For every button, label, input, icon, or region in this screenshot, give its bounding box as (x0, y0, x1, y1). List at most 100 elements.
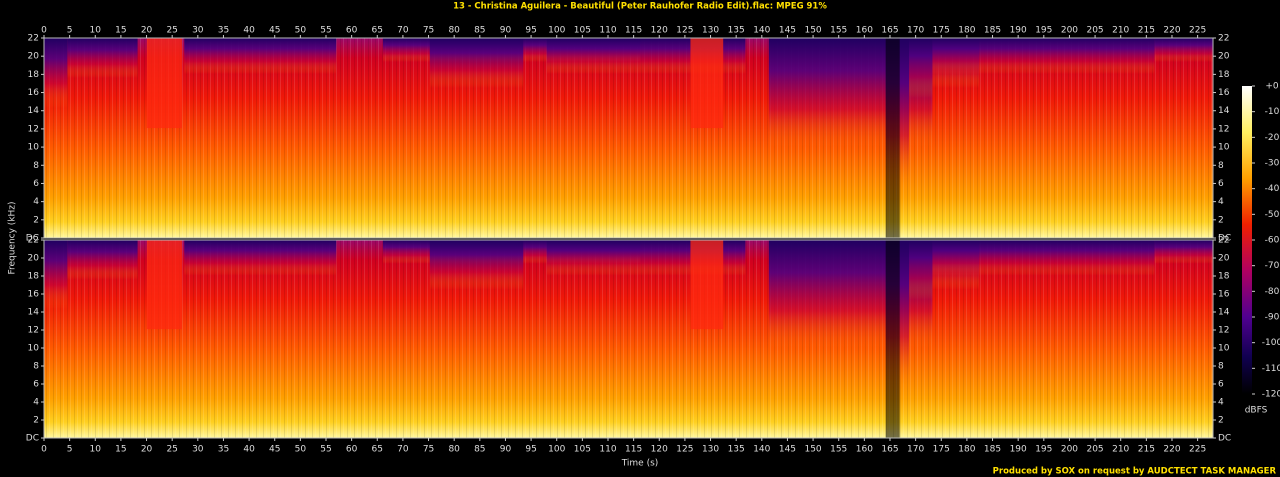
x-tick-label: 90 (500, 445, 512, 455)
x-tick-label: 50 (295, 26, 307, 36)
spectrogram-gap (885, 38, 900, 238)
plot-frame (43, 37, 1214, 239)
x-tick-label: 150 (804, 26, 821, 36)
colorbar-tick-label: -50 (1265, 210, 1280, 220)
y-tick-label: 2 (33, 215, 39, 225)
colorbar-tick-label: -90 (1265, 313, 1280, 323)
y-tick-label: 12 (28, 124, 39, 134)
x-tick-label: 135 (728, 26, 745, 36)
spectrogram-shade (44, 38, 68, 108)
y-tick-label: 2 (33, 416, 39, 426)
x-tick-label: 135 (728, 445, 745, 455)
y-tick-label: 12 (28, 326, 39, 336)
x-tick-label: 110 (599, 26, 616, 36)
x-tick-label: 50 (295, 445, 307, 455)
y-tick-label: 18 (28, 272, 40, 282)
x-tick-label: 30 (192, 445, 204, 455)
y-tick-label: 14 (28, 308, 40, 318)
y-tick-label: 18 (1218, 70, 1230, 80)
x-tick-label: 190 (1010, 445, 1027, 455)
spectrogram-shade (67, 38, 138, 78)
x-tick-label: 170 (907, 26, 924, 36)
x-tick-label: 15 (115, 26, 126, 36)
y-tick-label: 8 (33, 161, 39, 171)
x-tick-label: 25 (166, 26, 177, 36)
x-tick-label: 20 (141, 26, 153, 36)
y-tick-label: DC (1218, 234, 1231, 244)
x-tick-label: 85 (474, 26, 485, 36)
spectrogram-shade (44, 240, 68, 310)
colorbar-tick-label: -30 (1265, 159, 1280, 169)
x-tick-label: 120 (651, 445, 668, 455)
x-tick-label: 80 (448, 445, 460, 455)
x-tick-label: 60 (346, 26, 358, 36)
y-tick-label: 2 (1218, 416, 1224, 426)
x-tick-label: 180 (958, 26, 975, 36)
y-tick-label: 18 (28, 70, 40, 80)
y-tick-label: 4 (1218, 398, 1224, 408)
x-tick-label: 200 (1061, 26, 1078, 36)
x-tick-label: 0 (41, 26, 47, 36)
y-tick-label: 18 (1218, 272, 1230, 282)
x-tick-label: 10 (90, 445, 102, 455)
y-tick-label: 10 (28, 344, 40, 354)
spectrogram-shade (184, 38, 337, 74)
plot-frame (43, 239, 1214, 439)
y-tick-label: 10 (1218, 143, 1230, 153)
x-tick-label: 65 (372, 445, 383, 455)
spectrogram-shade (932, 38, 1155, 74)
x-tick-label: 80 (448, 26, 460, 36)
x-tick-label: 10 (90, 26, 102, 36)
x-tick-label: 40 (243, 445, 255, 455)
colorbar-tick-label: +0 (1265, 82, 1279, 92)
x-tick-label: 210 (1112, 445, 1129, 455)
x-tick-label: 85 (474, 445, 485, 455)
colorbar-tick-label: -80 (1265, 287, 1280, 297)
y-tick-label: 4 (33, 197, 39, 207)
x-tick-label: 145 (779, 26, 796, 36)
spectrogram-shade (1154, 240, 1213, 264)
spectrogram-loud (690, 240, 724, 330)
y-tick-label: 6 (33, 380, 39, 390)
x-tick-label: 95 (525, 445, 536, 455)
y-tick-label: 20 (1218, 52, 1230, 62)
x-tick-label: 45 (269, 445, 280, 455)
y-tick-label: DC (26, 434, 39, 444)
footer: Produced by SOX on request by AUDCTECT T… (993, 467, 1277, 477)
x-tick-label: 150 (804, 445, 821, 455)
y-tick-label: 8 (1218, 362, 1224, 372)
colorbar-label: dBFS (1245, 406, 1268, 416)
colorbar-tick-label: -20 (1265, 133, 1280, 143)
x-tick-label: 225 (1189, 445, 1206, 455)
spectrogram-shade (909, 38, 933, 98)
spectrogram-shade (429, 38, 524, 88)
y-tick-label: DC (26, 234, 39, 244)
x-tick-label: 95 (525, 26, 536, 36)
x-tick-label: 55 (320, 26, 331, 36)
colorbar (1242, 86, 1252, 394)
x-tick-label: 70 (397, 26, 409, 36)
y-tick-label: 16 (1218, 290, 1230, 300)
x-tick-label: 215 (1138, 26, 1155, 36)
y-tick-label: 22 (1218, 236, 1229, 246)
y-tick-label: 6 (1218, 380, 1224, 390)
y-tick-label: 12 (1218, 326, 1229, 336)
chart-title: 13 - Christina Aguilera - Beautiful (Pet… (453, 2, 827, 12)
spectrogram-shade (909, 240, 933, 300)
x-tick-label: 15 (115, 445, 126, 455)
x-tick-label: 160 (856, 26, 873, 36)
x-tick-label: 70 (397, 445, 409, 455)
colorbar-tick-label: -10 (1265, 107, 1280, 117)
x-tick-label: 180 (958, 445, 975, 455)
x-tick-label: 160 (856, 445, 873, 455)
spectrogram-loud (146, 38, 182, 128)
y-tick-label: 14 (1218, 308, 1230, 318)
colorbar-tick-label: -120 (1262, 390, 1280, 400)
x-tick-label: 45 (269, 26, 280, 36)
colorbar-tick-label: -40 (1265, 184, 1280, 194)
y-tick-label: 12 (1218, 124, 1229, 134)
x-tick-label: 75 (423, 445, 434, 455)
x-tick-label: 175 (933, 26, 950, 36)
y-tick-label: 4 (1218, 197, 1224, 207)
